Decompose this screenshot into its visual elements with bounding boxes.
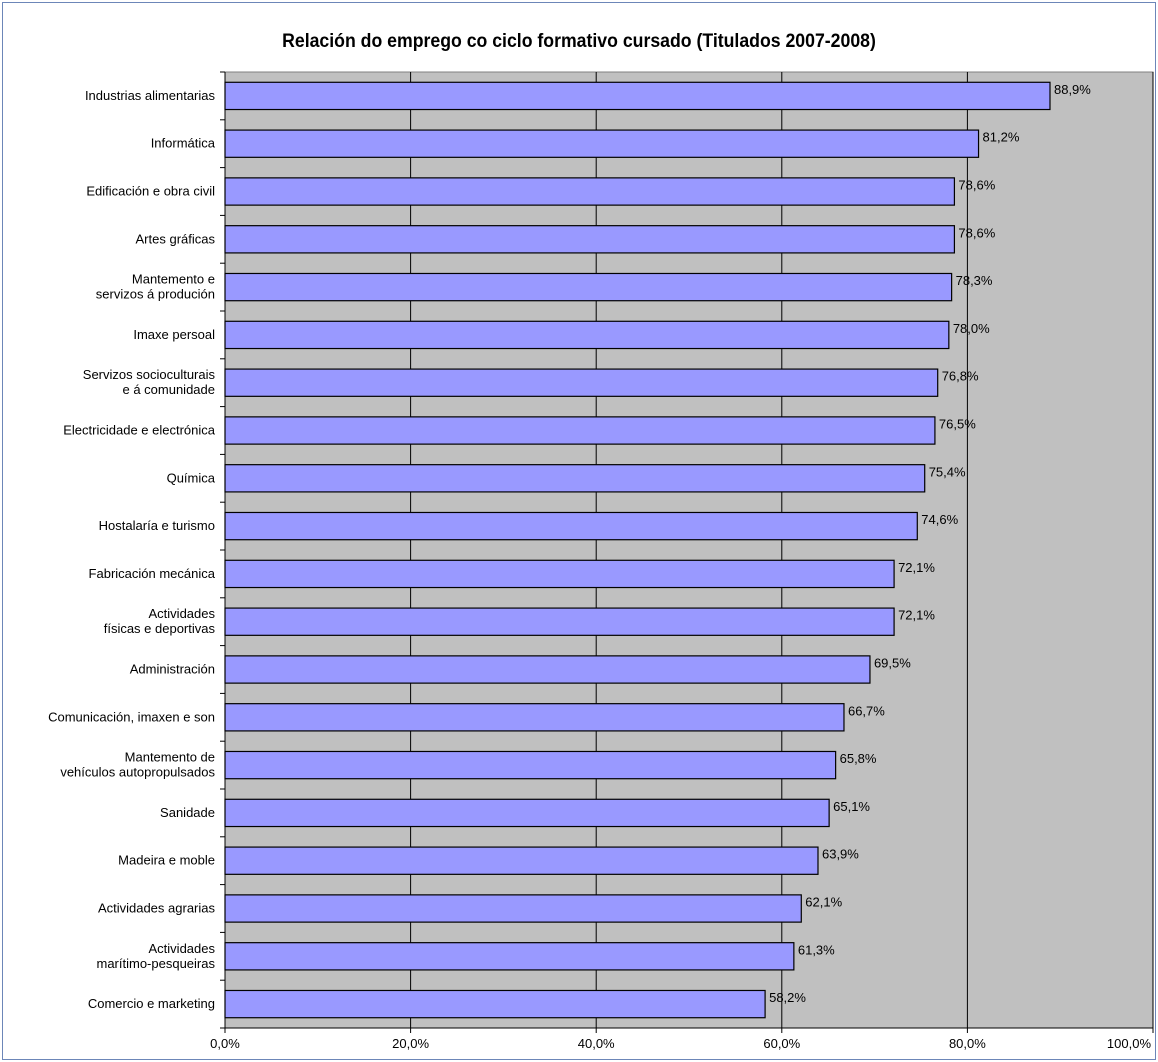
- category-label: Actividades: [149, 606, 216, 621]
- category-label: Madeira e moble: [118, 853, 215, 868]
- category-label: Mantemento de: [125, 750, 215, 765]
- bar: [224, 81, 1051, 111]
- bar: [224, 320, 950, 350]
- bar: [224, 511, 918, 541]
- data-label: 78,3%: [956, 273, 993, 288]
- bar: [224, 607, 895, 636]
- bar: [224, 177, 956, 206]
- category-label: Hostalaría e turismo: [99, 518, 215, 533]
- bar: [224, 846, 819, 875]
- data-label: 78,0%: [953, 321, 990, 336]
- category-label: Comunicación, imaxen e son: [48, 709, 215, 724]
- category-label: Artes gráficas: [136, 231, 216, 246]
- x-tick-label: 20,0%: [392, 1036, 429, 1051]
- bar: [224, 703, 845, 732]
- category-label: Servizos socioculturais: [83, 367, 216, 382]
- category-label: marítimo-pesqueiras: [97, 956, 216, 971]
- category-label: Informática: [151, 136, 216, 151]
- chart-title: Relación do emprego co ciclo formativo c…: [282, 31, 876, 52]
- x-tick-label: 0,0%: [210, 1036, 240, 1051]
- data-label: 62,1%: [805, 895, 842, 910]
- bar: [224, 559, 895, 589]
- bar: [224, 129, 980, 158]
- bar: [224, 989, 766, 1019]
- category-label: Industrias alimentarias: [85, 88, 216, 103]
- bar: [224, 272, 953, 302]
- category-label: Química: [167, 470, 216, 485]
- category-label: Edificación e obra civil: [86, 184, 215, 199]
- x-tick-label: 100,0%: [1107, 1036, 1152, 1051]
- category-label: Fabricación mecánica: [89, 566, 216, 581]
- bar: [224, 225, 956, 254]
- bar: [224, 368, 939, 397]
- data-label: 65,1%: [833, 799, 870, 814]
- data-label: 58,2%: [769, 990, 806, 1005]
- x-tick-label: 40,0%: [578, 1036, 615, 1051]
- bar: [224, 750, 837, 780]
- data-label: 72,1%: [898, 608, 935, 623]
- data-label: 76,8%: [942, 369, 979, 384]
- data-label: 63,9%: [822, 847, 859, 862]
- data-label: 75,4%: [929, 464, 966, 479]
- data-label: 78,6%: [958, 178, 995, 193]
- x-tick-label: 80,0%: [949, 1036, 986, 1051]
- data-label: 72,1%: [898, 560, 935, 575]
- bar: [224, 655, 871, 684]
- category-label: físicas e deportivas: [104, 621, 216, 636]
- category-label: Sanidade: [160, 805, 215, 820]
- category-label: Electricidade e electrónica: [63, 423, 216, 438]
- data-label: 78,6%: [958, 225, 995, 240]
- category-label: vehículos autopropulsados: [60, 765, 215, 780]
- data-label: 69,5%: [874, 656, 911, 671]
- bar-chart: 88,9% Industrias alimentarias 81,2% Informá…: [48, 71, 1154, 1051]
- bar: [224, 464, 926, 493]
- bar: [224, 798, 830, 828]
- bar: [224, 416, 936, 445]
- category-label: Imaxe persoal: [133, 327, 215, 342]
- category-label: Actividades agrarias: [98, 901, 216, 916]
- data-label: 81,2%: [983, 130, 1020, 145]
- category-label: Comercio e marketing: [88, 996, 215, 1011]
- category-label: servizos á produción: [96, 287, 215, 302]
- data-label: 61,3%: [798, 942, 835, 957]
- data-label: 66,7%: [848, 703, 885, 718]
- category-label: e á comunidade: [122, 382, 215, 397]
- category-label: Mantemento e: [132, 272, 215, 287]
- data-label: 88,9%: [1054, 82, 1091, 97]
- bar: [224, 942, 795, 971]
- data-label: 74,6%: [921, 512, 958, 527]
- bar: [224, 894, 802, 923]
- category-label: Actividades: [149, 941, 216, 956]
- data-label: 65,8%: [840, 751, 877, 766]
- category-label: Administración: [130, 662, 215, 677]
- plot-area: [224, 71, 1154, 1029]
- data-label: 76,5%: [939, 417, 976, 432]
- x-tick-label: 60,0%: [763, 1036, 800, 1051]
